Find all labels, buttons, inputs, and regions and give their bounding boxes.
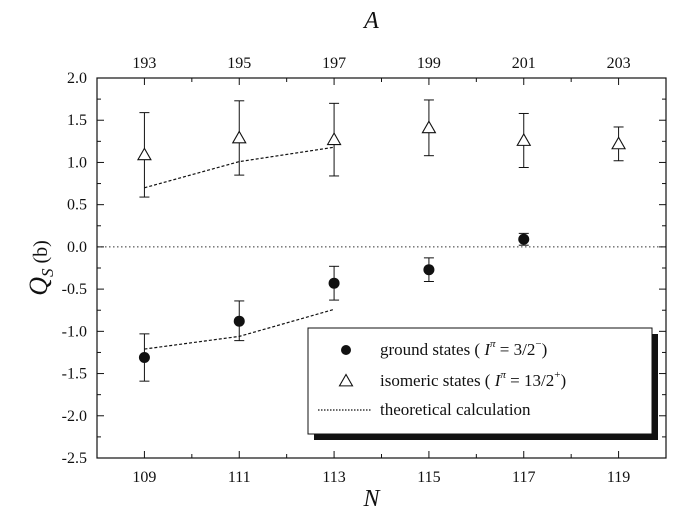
legend-ground-marker: [341, 345, 351, 355]
x-tick-label: 119: [607, 469, 630, 486]
isomeric-state-point: [421, 120, 437, 134]
y-tick-label: 2.0: [67, 70, 87, 87]
top-tick-label: 197: [322, 55, 346, 72]
top-tick-label: 201: [512, 55, 536, 72]
isomeric-state-point: [611, 136, 627, 150]
axis-labels: N A QS (b): [24, 8, 381, 512]
legend-entry-text: theoretical calculation: [380, 400, 531, 419]
y-tick-label: -2.0: [62, 408, 87, 425]
isomeric-state-point: [326, 132, 342, 146]
ground-state-point: [423, 264, 435, 276]
y-tick-label: -1.5: [62, 366, 87, 383]
ground-state-point: [138, 352, 150, 364]
y-tick-label: 0.5: [67, 197, 87, 214]
theory-line: [144, 146, 335, 189]
top-tick-label: 195: [227, 55, 251, 72]
y-tick-label: -2.5: [62, 450, 87, 467]
x-tick-label: 111: [228, 469, 251, 486]
y-tick-label: 0.0: [67, 239, 87, 256]
isomeric-state-point: [136, 147, 152, 161]
legend: ground states ( Iπ = 3/2−) isomeric state…: [307, 327, 658, 440]
ground-states-series: [138, 232, 530, 382]
y-tick-label: -0.5: [62, 281, 87, 298]
legend-entry-text: isomeric states ( Iπ = 13/2+): [380, 369, 566, 390]
axis-ticks: 2.0 1.5 1.0 0.5 0.0 -0.5 -1.0 -1.5 -2.0 -2.5 109 11…: [62, 55, 666, 486]
y-tick-label: 1.0: [67, 154, 87, 171]
x-tick-label: 117: [512, 469, 535, 486]
ground-state-point: [328, 277, 340, 289]
x-tick-label: 115: [417, 469, 440, 486]
data-series: [136, 99, 627, 382]
x-axis-title: N: [362, 486, 381, 512]
x-tick-label: 113: [322, 469, 345, 486]
legend-isomeric-marker: [338, 373, 354, 387]
top-tick-label: 199: [417, 55, 441, 72]
y-axis-title: QS (b): [24, 240, 57, 296]
ground-state-point: [233, 315, 245, 327]
legend-entry-text: ground states ( Iπ = 3/2−): [380, 338, 547, 359]
ground-state-point: [518, 233, 530, 245]
isomeric-states-series: [136, 99, 627, 198]
isomeric-state-point: [516, 132, 532, 146]
top-tick-label: 193: [132, 55, 156, 72]
top-axis-title: A: [362, 8, 379, 34]
x-tick-label: 109: [132, 469, 156, 486]
legend-box: [307, 327, 653, 435]
y-tick-label: 1.5: [67, 112, 87, 129]
isomeric-state-point: [231, 130, 247, 144]
top-tick-label: 203: [607, 55, 631, 72]
y-tick-label: -1.0: [62, 323, 87, 340]
